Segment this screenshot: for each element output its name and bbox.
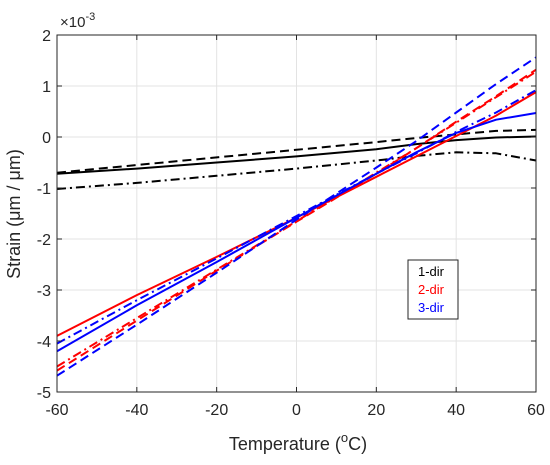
x-tick-label: -40 <box>125 402 148 419</box>
x-axis-label: Temperature (oC) <box>229 430 367 454</box>
series-line-1-dir-dashed <box>56 128 537 174</box>
y-multiplier-exponent: -3 <box>85 11 95 23</box>
legend: 1-dir 2-dir 3-dir <box>407 259 459 320</box>
y-tick-label: -1 <box>37 181 51 198</box>
series-line-3-dir-dashed <box>56 56 537 377</box>
series-layer <box>56 56 537 377</box>
y-tick-label: -3 <box>37 283 51 300</box>
series-line-1-dir-solid <box>56 135 537 175</box>
legend-entry-1: 1-dir <box>418 264 445 279</box>
legend-entry-3: 3-dir <box>418 300 445 315</box>
y-tick-label: -4 <box>37 334 51 351</box>
y-tick-labels: -5 -4 -3 -2 -1 0 1 2 <box>37 28 51 402</box>
y-tick-label: -5 <box>37 385 51 402</box>
y-axis-label: Strain (μm / μm) <box>4 149 24 279</box>
series-line-2-dir-dashdot <box>56 70 537 368</box>
legend-entry-2: 2-dir <box>418 282 445 297</box>
x-axis-label-main: Temperature ( <box>229 434 341 454</box>
x-tick-labels: -60 -40 -20 0 20 40 60 <box>45 402 545 419</box>
x-axis-label-degree: o <box>341 430 348 445</box>
y-tick-label: 0 <box>42 130 51 147</box>
y-tick-label: 2 <box>42 28 51 45</box>
x-tick-label: -60 <box>45 402 68 419</box>
x-tick-label: 20 <box>367 402 385 419</box>
y-tick-label: 1 <box>42 79 51 96</box>
y-tick-label: -2 <box>37 232 51 249</box>
legend-box <box>407 259 459 320</box>
x-tick-label: 40 <box>447 402 465 419</box>
series-line-2-dir-solid <box>56 91 537 337</box>
tick-marks <box>56 34 537 393</box>
y-multiplier-base: ×10 <box>60 14 85 31</box>
x-tick-label: 60 <box>527 402 545 419</box>
x-tick-label: -20 <box>205 402 228 419</box>
y-multiplier: ×10-3 <box>60 11 95 31</box>
x-tick-label: 0 <box>292 402 301 419</box>
x-axis-label-unit: C) <box>348 434 367 454</box>
series-line-3-dir-dashdot <box>56 89 537 345</box>
